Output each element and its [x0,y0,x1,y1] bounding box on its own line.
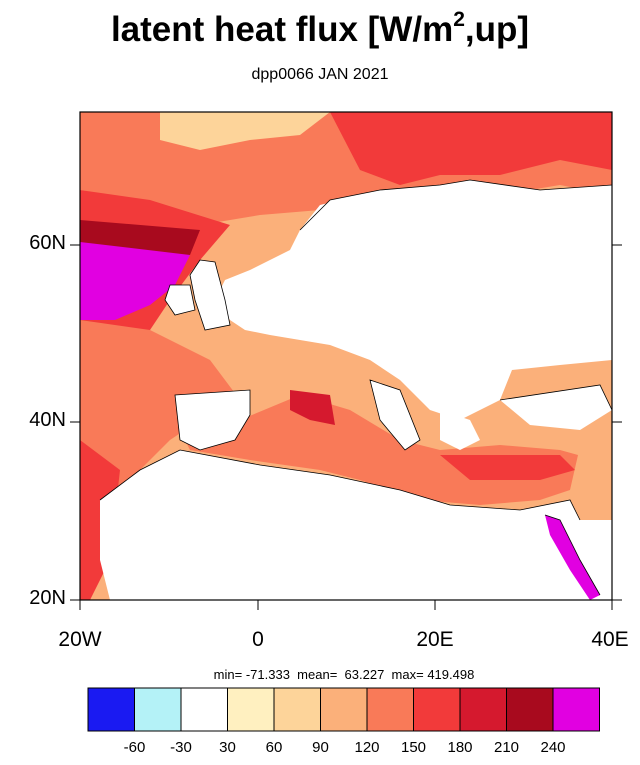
colorbar-label: -30 [170,739,192,756]
colorbar-label: 150 [400,739,427,756]
north-africa [100,450,612,600]
italy [370,380,420,450]
colorbar-label: -60 [123,739,146,756]
y-tick-label: 60N [29,232,66,254]
gulf-of-lion [290,390,335,425]
colorbar-box [87,687,135,732]
colorbar-label: 60 [265,739,283,756]
great-britain [190,260,230,330]
plot-subtitle: dpp0066 JAN 2021 [251,66,389,83]
flux-field [80,112,612,600]
west-atlantic [80,320,240,600]
colorbar-boxes [87,687,600,732]
colorbar-box [320,687,368,732]
axis-ticks [70,244,622,610]
y-tick-label: 20N [29,587,66,609]
iberia [175,390,250,450]
mean-value: 63.227 [344,667,385,682]
red-sea [545,515,600,600]
max-flux-patch [80,242,190,320]
x-tick-label: 20E [416,628,454,651]
colorbar-box [366,687,414,732]
colorbar-box [413,687,461,732]
colorbar-box [134,687,182,732]
min-value: -71.333 [245,667,290,682]
stats-line: min= -71.333 mean= 63.227 max= 419.498 [0,667,640,682]
max-label: max= [391,667,424,682]
colorbar-box [552,687,600,732]
scandinavia [300,190,470,270]
min-label: min= [213,667,243,682]
colorbar-box [273,687,321,732]
colorbar-label: 240 [540,739,566,756]
colorbar-box [180,687,228,732]
colorbar-label: 90 [312,739,329,756]
plot-title: latent heat flux [W/m2,up] [0,8,640,50]
colorbar-label: 210 [493,739,520,756]
x-tick-label: 20W [58,628,102,651]
colorbar-box [506,687,554,732]
x-tick-label: 0 [252,628,264,651]
colorbar-label: 180 [447,739,473,756]
arctic-low [160,112,330,150]
levant-high [440,455,575,480]
mean-label: mean= [297,667,338,682]
coastlines [99,179,612,596]
x-tick-label: 40E [591,628,629,651]
ireland [165,285,195,315]
colorbar-label: 30 [219,739,236,756]
colorbar-box [227,687,275,732]
y-tick-label: 40N [29,409,66,431]
map-frame [79,111,613,601]
title-text-end: ,up] [464,10,530,49]
title-text: latent heat flux [W/m [110,10,454,49]
norwegian-sea-high [330,112,612,185]
title-superscript: 2 [453,8,465,31]
colorbar-label: 120 [354,739,380,756]
colorbar-box [459,687,507,732]
max-value: 419.498 [427,667,475,682]
anatolia [500,385,612,430]
greece [440,410,480,450]
